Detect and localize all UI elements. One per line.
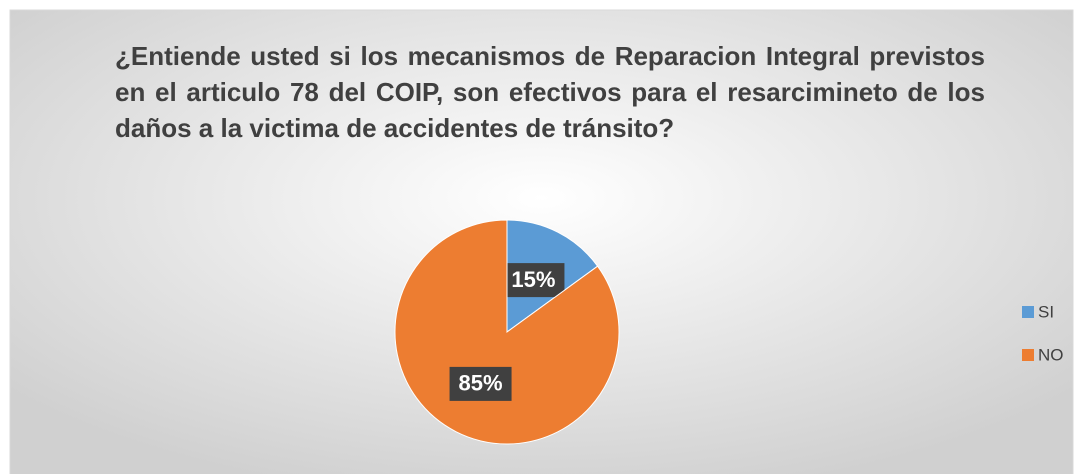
data-label: 85% xyxy=(459,371,503,396)
chart-title: ¿Entiende usted si los mecanismos de Rep… xyxy=(115,41,985,143)
data-label-box xyxy=(449,366,512,401)
data-label: 15% xyxy=(511,267,555,292)
data-label-box xyxy=(502,263,565,298)
legend-swatch xyxy=(1022,306,1034,318)
legend-label: NO xyxy=(1038,345,1064,364)
legend-swatch xyxy=(1022,349,1034,361)
legend-label: SI xyxy=(1038,302,1054,321)
